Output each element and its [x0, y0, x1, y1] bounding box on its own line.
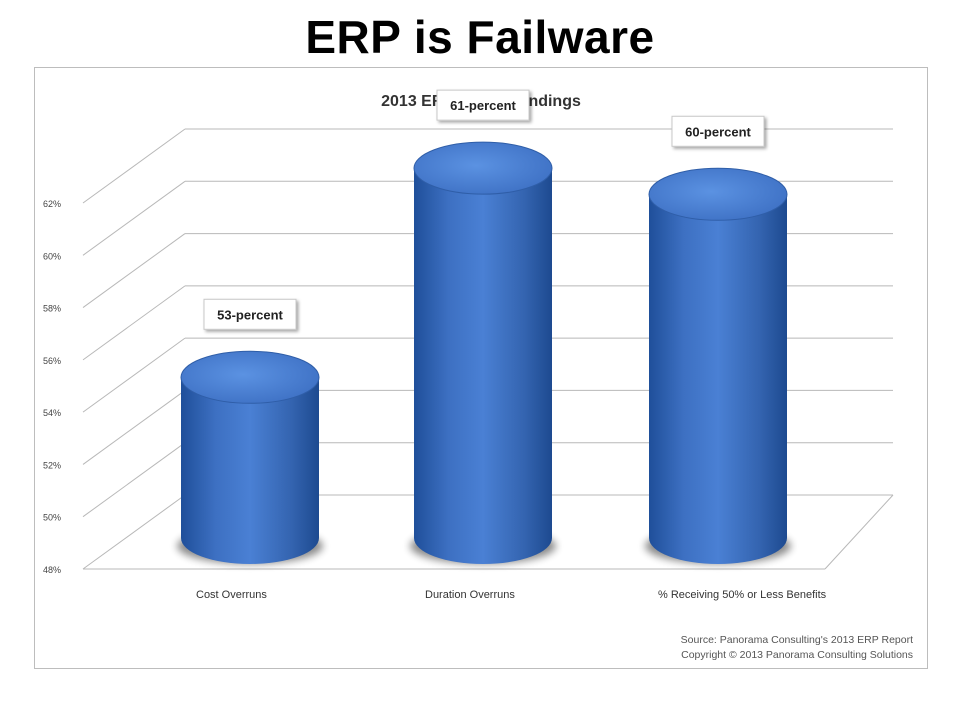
data-label-frame — [671, 115, 765, 147]
gridline-diagonal — [82, 180, 186, 256]
y-tick-label: 50% — [43, 513, 61, 523]
y-tick-label: 54% — [43, 408, 61, 418]
source-line-1: Source: Panorama Consulting's 2013 ERP R… — [681, 634, 913, 646]
data-label-frame — [436, 89, 530, 121]
y-tick-label: 48% — [43, 565, 61, 575]
data-label: 53-percent — [217, 307, 283, 322]
floor-right-edge — [824, 494, 894, 570]
bar-cylinder — [181, 377, 319, 564]
source-line-2: Copyright © 2013 Panorama Consulting Sol… — [681, 649, 913, 661]
y-tick-label: 58% — [43, 304, 61, 314]
gridline-diagonal — [82, 128, 186, 204]
bar-top — [413, 141, 553, 195]
bar-cylinder — [649, 194, 787, 564]
gridline-diagonal — [82, 285, 186, 361]
data-labels: 53-percent 61-percent 60-percent — [203, 89, 765, 330]
bar-top — [180, 350, 320, 404]
bar-cylinder — [414, 168, 552, 564]
data-label-box — [436, 89, 530, 121]
data-label: 60-percent — [685, 124, 751, 139]
gridline-diagonal — [82, 233, 186, 308]
slide-title: ERP is Failware — [305, 11, 655, 63]
y-tick-label: 62% — [43, 199, 61, 209]
bar-top — [648, 167, 788, 221]
gridline-diagonal — [82, 494, 186, 570]
data-label: 61-percent — [450, 98, 516, 113]
bars — [177, 141, 791, 564]
chart-frame: 2013 ERP Report Findings 48%50%52%54%56%… — [34, 67, 928, 669]
x-axis-categories: Cost Overruns Duration Overruns % Receivin… — [196, 589, 827, 601]
y-axis-ticks: 48% 50% 52% 54% 56% 58% 60% 62% — [43, 199, 61, 575]
category-label: Cost Overruns — [196, 589, 267, 601]
gridline-diagonal — [82, 337, 186, 413]
y-tick-label: 60% — [43, 251, 61, 261]
category-label: Duration Overruns — [425, 589, 515, 601]
y-tick-label: 56% — [43, 356, 61, 366]
data-label-box — [671, 115, 765, 147]
y-tick-label: 52% — [43, 460, 61, 470]
data-label-box — [203, 298, 297, 330]
category-label: % Receiving 50% or Less Benefits — [658, 589, 827, 601]
bar-chart: 2013 ERP Report Findings 48%50%52%54%56%… — [43, 89, 913, 661]
gridline-diagonal — [82, 390, 186, 465]
data-label-frame — [203, 298, 297, 330]
gridline-diagonal — [82, 442, 186, 518]
